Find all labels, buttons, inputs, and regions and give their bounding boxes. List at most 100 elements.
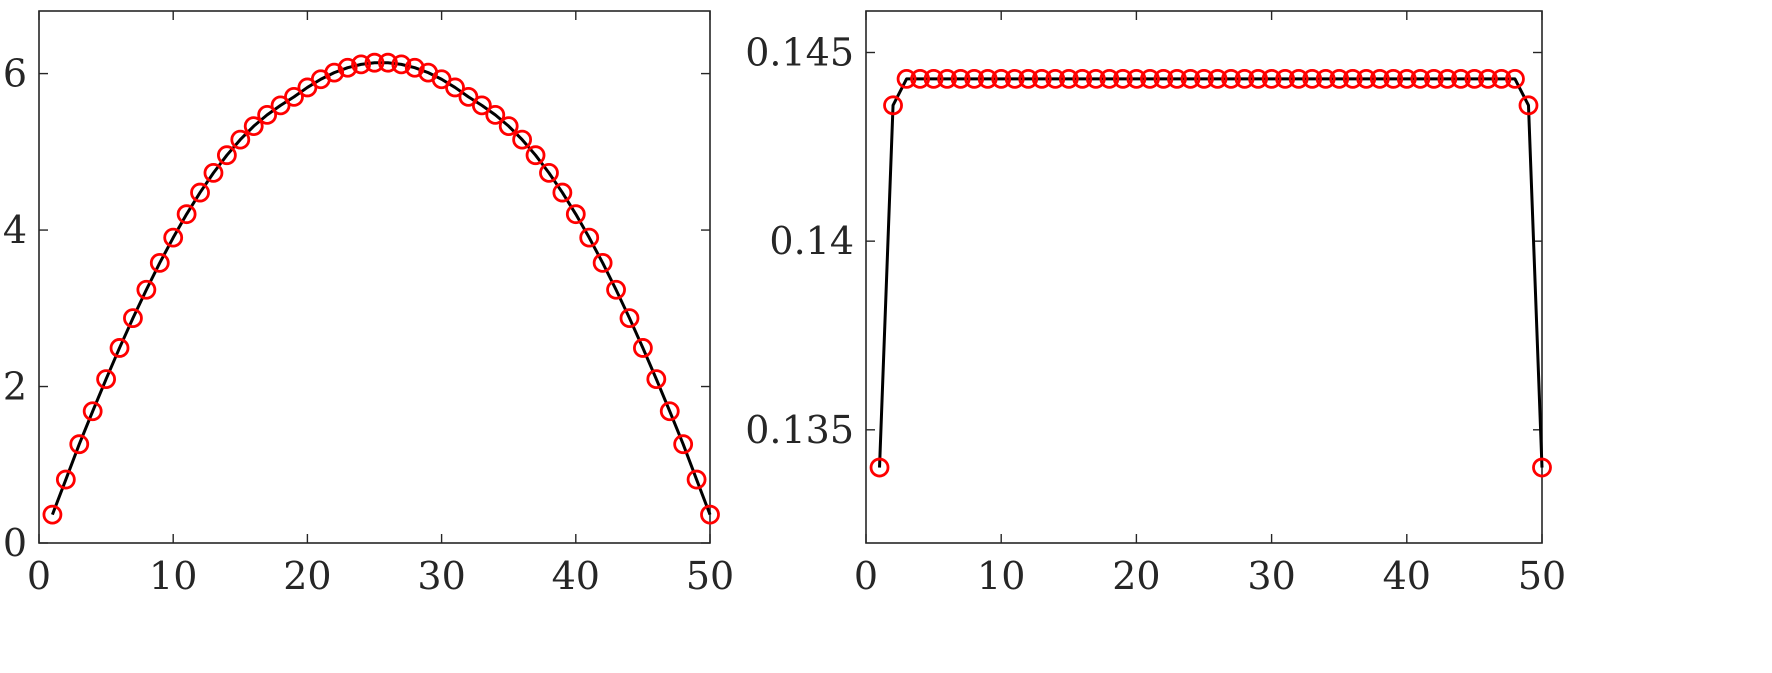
plot-0-data-point	[686, 469, 707, 490]
plot-1-data-point	[1478, 69, 1498, 89]
plot-0-data-point	[163, 227, 184, 248]
plot-0-data-point	[176, 204, 197, 225]
plot-0-data-point	[646, 369, 667, 390]
plot-1-data-point	[1491, 69, 1512, 89]
plot-0-y-tick-label: 0	[3, 521, 27, 565]
plot-0-data-point	[149, 252, 170, 273]
plot-1-data-point	[910, 69, 930, 89]
plot-1-data-point	[937, 69, 958, 89]
plot-0-data-point	[230, 129, 251, 150]
plot-0-data-point	[96, 369, 116, 390]
plot-0-data-point	[324, 62, 345, 83]
plot-0-data-point	[659, 401, 680, 422]
plot-1-data-point	[1248, 69, 1268, 89]
plot-0-data-point	[565, 204, 586, 225]
plot-1-x-tick-label: 0	[854, 554, 878, 598]
plot-1-y-tick-label: 0.14	[769, 219, 854, 263]
plot-0-data-point	[592, 252, 613, 273]
plot-0-data-point	[337, 57, 358, 78]
plot-1-y-tick-label: 0.135	[745, 408, 854, 452]
plot-1-data-point	[1112, 69, 1133, 89]
plot-0-y-tick-label: 6	[3, 52, 27, 96]
plot-0-data-point	[633, 338, 653, 358]
plot-0-data-point	[673, 434, 694, 455]
plot-1-data-point	[923, 69, 944, 89]
plot-1-data-point	[1288, 69, 1309, 89]
plot-1-data-point	[1302, 69, 1323, 89]
plot-0-data-point	[485, 105, 506, 125]
plot-0-data-point	[512, 129, 533, 150]
plot-1-x-tick-label: 50	[1518, 554, 1566, 598]
plot-1-data-point	[1505, 69, 1525, 89]
plot-1-data-point	[1383, 69, 1404, 89]
plot-0-x-tick-label: 20	[283, 554, 331, 598]
plot-0-data-point	[498, 116, 519, 137]
plot-0-x-tick-label: 10	[149, 554, 197, 598]
plot-0-axes-box	[38, 10, 711, 544]
plot-0-data-point	[136, 279, 157, 300]
plot-0-data-point	[243, 116, 264, 137]
plot-0-data-point	[284, 87, 304, 107]
plot-0-data-point	[391, 54, 412, 75]
plot-0-data-point	[42, 504, 63, 525]
plot-0-x-tick-label: 0	[27, 554, 51, 598]
plot-1-data-point	[1261, 69, 1282, 89]
plot-1-data-point	[1072, 69, 1093, 89]
plot-0-x-tick-label: 30	[417, 554, 465, 598]
plot-0-data-point	[619, 308, 640, 329]
plot-1-data-point	[1356, 69, 1377, 89]
plot-1-data-point	[1437, 69, 1458, 89]
plot-1-data-point	[1221, 69, 1241, 89]
plot-1-x-tick-label: 40	[1383, 554, 1431, 598]
plot-1-data-point	[1410, 69, 1431, 89]
plot-1-series-line	[878, 77, 1544, 468]
plot-0-data-point	[525, 145, 546, 166]
plot-1-data-point	[883, 95, 903, 116]
plot-0-data-point	[539, 162, 559, 183]
plot-1-data-point	[1275, 69, 1296, 89]
plot-1-x-tick-label: 30	[1247, 554, 1295, 598]
plot-1-data-point	[1450, 69, 1471, 89]
plot-0-data-point	[123, 308, 143, 329]
plot-1-data-point	[1045, 69, 1066, 89]
plot-1-data-point	[1058, 69, 1079, 89]
plot-1-data-point	[869, 457, 890, 478]
plot-1-data-point	[1396, 69, 1417, 89]
plot-1-data-point	[1329, 69, 1350, 89]
plot-1-data-point	[1518, 95, 1539, 116]
plot-0-data-point	[257, 105, 278, 125]
plot-0-y-tick-label: 2	[3, 365, 27, 409]
plot-1-data-point	[1423, 69, 1444, 89]
plot-1-x-tick-label: 20	[1112, 554, 1160, 598]
plot-1-data-point	[1234, 69, 1255, 89]
right-plot: 0 10 20 30 40 50 0.135 0.14 0.145	[745, 10, 1566, 598]
plot-0-data-point	[216, 145, 237, 166]
plot-1-data-point	[1126, 69, 1147, 89]
plot-1-data-point	[1207, 69, 1228, 89]
plot-0-data-point	[364, 52, 385, 73]
plot-1-data-point	[1167, 69, 1187, 89]
plot-1-y-tick-label: 0.145	[745, 31, 854, 75]
plot-1-data-point	[1099, 69, 1120, 89]
plot-0-data-point	[700, 504, 720, 525]
plot-0-data-point	[471, 95, 492, 116]
plot-1-data-point	[1004, 69, 1025, 89]
plot-1-data-point	[1180, 69, 1201, 89]
plot-1-data-point	[1194, 69, 1214, 89]
plot-0-data-point	[378, 52, 398, 73]
plot-0-data-point	[404, 57, 425, 78]
plot-0-data-point	[190, 182, 210, 203]
plot-1-x-tick-label: 10	[977, 554, 1025, 598]
plot-0-data-point	[55, 469, 76, 490]
plot-0-data-point	[69, 434, 90, 455]
plot-0-series-line	[51, 61, 712, 516]
plot-1-data-point	[1532, 457, 1552, 478]
plot-1-data-point	[1464, 69, 1485, 89]
plot-1-data-point	[1342, 69, 1363, 89]
plot-1-data-point	[1315, 69, 1336, 89]
plot-1-data-point	[1018, 69, 1039, 89]
plot-1-axes-box	[865, 10, 1543, 544]
plot-0-x-tick-label: 40	[552, 554, 600, 598]
plot-0-x-tick-label: 50	[686, 554, 734, 598]
